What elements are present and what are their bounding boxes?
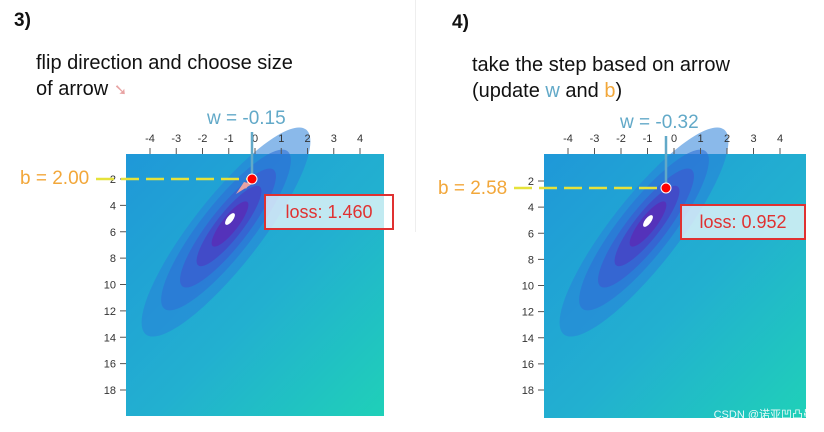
x-tick-label: 2: [304, 133, 310, 145]
x-axis-ticks: -4 -3 -2 -1 0 1 2 3 4: [145, 133, 363, 154]
watermark: CSDN @诺亚凹凸曼: [713, 409, 814, 421]
step-4-caption-open: (update: [472, 80, 546, 102]
step-4-b-label: b = 2.58: [438, 178, 508, 199]
step-3-caption-text: of arrow: [36, 78, 109, 100]
arrow-small-icon: ➘: [113, 82, 128, 99]
step-3-loss-label: loss: 1.460: [285, 201, 373, 222]
step-4-loss-label: loss: 0.952: [699, 211, 787, 232]
y-tick-label: 18: [104, 385, 116, 397]
step-4-caption-and: and: [559, 80, 605, 102]
x-tick-label: -3: [590, 133, 600, 145]
step-3-caption-line1: flip direction and choose size: [36, 52, 293, 74]
x-tick-label: 4: [357, 133, 363, 145]
step-3-caption-line2: of arrow ➘: [36, 76, 127, 104]
panel-divider: [415, 0, 416, 232]
gradient-arrow-head: [236, 182, 252, 194]
y-tick-label: 2: [528, 176, 534, 188]
contour-bands: [559, 127, 729, 337]
y-tick-label: 12: [522, 307, 534, 319]
step-4-caption-w: w: [545, 80, 560, 102]
y-tick-label: 10: [522, 281, 534, 293]
step-4-caption-close: ): [615, 80, 623, 102]
y-tick-label: 12: [104, 306, 116, 318]
step-4-caption-b: b: [604, 80, 616, 102]
y-tick-label: 6: [110, 227, 116, 239]
x-tick-label: 3: [750, 133, 756, 145]
step-3-w-label: w = -0.15: [207, 108, 286, 129]
y-tick-label: 8: [110, 253, 116, 265]
x-tick-label: -4: [563, 133, 573, 145]
x-tick-label: -2: [198, 133, 208, 145]
y-tick-label: 4: [528, 202, 534, 214]
step-4-caption-line2: (update w and b): [472, 78, 622, 104]
x-tick-label: 4: [777, 133, 783, 145]
y-tick-label: 8: [528, 254, 534, 266]
x-tick-label: 2: [724, 133, 730, 145]
x-tick-label: 3: [331, 133, 337, 145]
y-tick-label: 16: [104, 359, 116, 371]
current-point: [246, 173, 258, 185]
x-axis-ticks: -4 -3 -2 -1 0 1 2 3 4: [563, 133, 783, 154]
x-tick-label: -2: [616, 133, 626, 145]
step-3-number: 3): [14, 10, 31, 31]
step-4-w-label: w = -0.32: [620, 112, 699, 133]
y-axis-ticks: 2 4 6 8 10 12 14 16 18: [522, 176, 544, 397]
x-tick-label: 0: [252, 133, 258, 145]
x-tick-label: 1: [697, 133, 703, 145]
step-4-caption-line1: take the step based on arrow: [472, 54, 730, 76]
contour-bands: [141, 127, 311, 337]
y-tick-label: 4: [110, 200, 116, 212]
step-3-loss-box: loss: 1.460: [264, 194, 394, 230]
y-tick-label: 14: [522, 333, 534, 345]
y-tick-label: 6: [528, 228, 534, 240]
step-4-loss-box: loss: 0.952: [680, 204, 806, 240]
y-tick-label: 10: [104, 280, 116, 292]
y-tick-label: 18: [522, 385, 534, 397]
x-tick-label: 1: [278, 133, 284, 145]
x-tick-label: -1: [224, 133, 234, 145]
y-tick-label: 14: [104, 332, 116, 344]
x-tick-label: 0: [671, 133, 677, 145]
x-tick-label: -1: [643, 133, 653, 145]
step-4-number: 4): [452, 12, 469, 33]
x-tick-label: -4: [145, 133, 155, 145]
x-tick-label: -3: [171, 133, 181, 145]
current-point: [660, 182, 672, 194]
y-tick-label: 16: [522, 359, 534, 371]
step-3-b-label: b = 2.00: [20, 168, 90, 189]
